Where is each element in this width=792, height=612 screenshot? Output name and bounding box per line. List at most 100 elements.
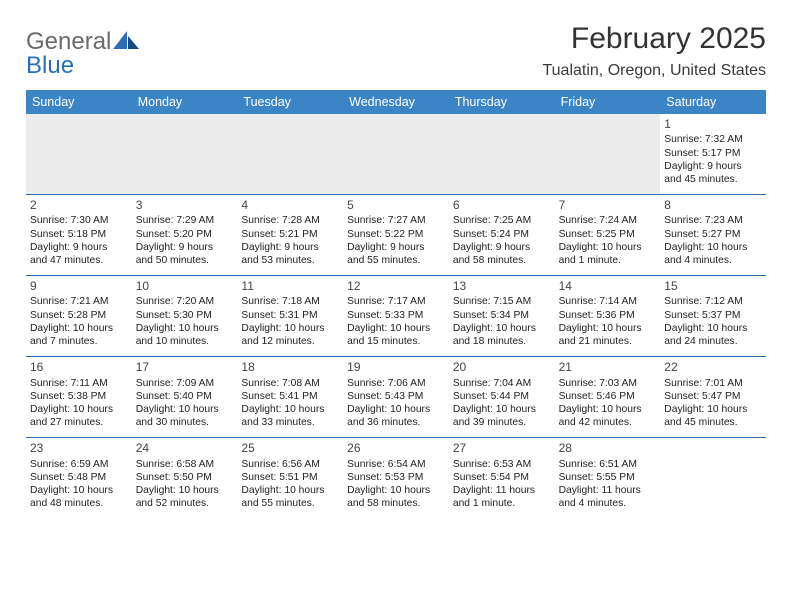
daylight-minutes-line: and 55 minutes. [241,497,339,510]
sunrise-line: Sunrise: 6:53 AM [453,458,551,471]
calendar-cell-empty [449,114,555,194]
daylight-minutes-line: and 4 minutes. [559,497,657,510]
daylight-minutes-line: and 10 minutes. [136,335,234,348]
daylight-line: Daylight: 10 hours [136,403,234,416]
daylight-line: Daylight: 10 hours [559,241,657,254]
day-number: 14 [559,279,657,294]
weekday-label: Sunday [26,90,132,114]
daylight-line: Daylight: 10 hours [136,484,234,497]
sunrise-line: Sunrise: 7:01 AM [664,377,762,390]
daylight-line: Daylight: 10 hours [241,403,339,416]
calendar-cell: 7Sunrise: 7:24 AMSunset: 5:25 PMDaylight… [555,195,661,275]
daylight-line: Daylight: 10 hours [30,403,128,416]
daylight-minutes-line: and 45 minutes. [664,173,762,186]
calendar-cell: 24Sunrise: 6:58 AMSunset: 5:50 PMDayligh… [132,438,238,518]
day-number: 8 [664,198,762,213]
calendar-cell: 18Sunrise: 7:08 AMSunset: 5:41 PMDayligh… [237,357,343,437]
weekday-header: Sunday Monday Tuesday Wednesday Thursday… [26,90,766,114]
day-number: 20 [453,360,551,375]
sunrise-line: Sunrise: 7:20 AM [136,295,234,308]
daylight-minutes-line: and 58 minutes. [453,254,551,267]
calendar-cell: 16Sunrise: 7:11 AMSunset: 5:38 PMDayligh… [26,357,132,437]
daylight-minutes-line: and 53 minutes. [241,254,339,267]
sunrise-line: Sunrise: 7:25 AM [453,214,551,227]
sunrise-line: Sunrise: 6:54 AM [347,458,445,471]
daylight-line: Daylight: 9 hours [30,241,128,254]
daylight-minutes-line: and 48 minutes. [30,497,128,510]
calendar-cell: 25Sunrise: 6:56 AMSunset: 5:51 PMDayligh… [237,438,343,518]
sunrise-line: Sunrise: 7:12 AM [664,295,762,308]
daylight-minutes-line: and 12 minutes. [241,335,339,348]
sunset-line: Sunset: 5:30 PM [136,309,234,322]
weekday-label: Friday [555,90,661,114]
calendar-cell: 12Sunrise: 7:17 AMSunset: 5:33 PMDayligh… [343,276,449,356]
daylight-line: Daylight: 10 hours [30,322,128,335]
daylight-minutes-line: and 24 minutes. [664,335,762,348]
calendar-cell: 26Sunrise: 6:54 AMSunset: 5:53 PMDayligh… [343,438,449,518]
daylight-line: Daylight: 9 hours [453,241,551,254]
day-number: 11 [241,279,339,294]
day-number: 21 [559,360,657,375]
daylight-minutes-line: and 58 minutes. [347,497,445,510]
daylight-minutes-line: and 18 minutes. [453,335,551,348]
daylight-line: Daylight: 10 hours [347,484,445,497]
calendar-cell: 17Sunrise: 7:09 AMSunset: 5:40 PMDayligh… [132,357,238,437]
daylight-minutes-line: and 21 minutes. [559,335,657,348]
sunset-line: Sunset: 5:50 PM [136,471,234,484]
daylight-minutes-line: and 45 minutes. [664,416,762,429]
sail-icon [113,31,139,49]
sunrise-line: Sunrise: 6:51 AM [559,458,657,471]
daylight-minutes-line: and 1 minute. [453,497,551,510]
sunrise-line: Sunrise: 6:59 AM [30,458,128,471]
sunset-line: Sunset: 5:38 PM [30,390,128,403]
calendar-cell: 23Sunrise: 6:59 AMSunset: 5:48 PMDayligh… [26,438,132,518]
calendar-cell: 14Sunrise: 7:14 AMSunset: 5:36 PMDayligh… [555,276,661,356]
sunrise-line: Sunrise: 6:56 AM [241,458,339,471]
calendar-cell: 2Sunrise: 7:30 AMSunset: 5:18 PMDaylight… [26,195,132,275]
sunset-line: Sunset: 5:37 PM [664,309,762,322]
day-number: 22 [664,360,762,375]
calendar-cell-empty [343,114,449,194]
daylight-line: Daylight: 10 hours [241,484,339,497]
day-number: 25 [241,441,339,456]
daylight-minutes-line: and 7 minutes. [30,335,128,348]
sunset-line: Sunset: 5:48 PM [30,471,128,484]
daylight-minutes-line: and 1 minute. [559,254,657,267]
day-number: 28 [559,441,657,456]
sunrise-line: Sunrise: 7:24 AM [559,214,657,227]
calendar-cell-empty [660,438,766,518]
calendar-cell-empty [132,114,238,194]
daylight-minutes-line: and 50 minutes. [136,254,234,267]
daylight-line: Daylight: 9 hours [664,160,762,173]
brand-name: General Blue [26,30,139,78]
sunrise-line: Sunrise: 7:15 AM [453,295,551,308]
calendar-week: 23Sunrise: 6:59 AMSunset: 5:48 PMDayligh… [26,438,766,518]
sunset-line: Sunset: 5:20 PM [136,228,234,241]
sunset-line: Sunset: 5:24 PM [453,228,551,241]
location-text: Tualatin, Oregon, United States [542,62,766,80]
brand-name-a: General [26,28,111,55]
day-number: 5 [347,198,445,213]
day-number: 6 [453,198,551,213]
calendar-cell: 1Sunrise: 7:32 AMSunset: 5:17 PMDaylight… [660,114,766,194]
page-title: February 2025 [542,22,766,56]
day-number: 2 [30,198,128,213]
calendar-cell: 11Sunrise: 7:18 AMSunset: 5:31 PMDayligh… [237,276,343,356]
weekday-label: Saturday [660,90,766,114]
day-number: 13 [453,279,551,294]
daylight-line: Daylight: 10 hours [664,241,762,254]
sunset-line: Sunset: 5:46 PM [559,390,657,403]
weekday-label: Tuesday [237,90,343,114]
sunset-line: Sunset: 5:25 PM [559,228,657,241]
day-number: 26 [347,441,445,456]
sunrise-line: Sunrise: 7:23 AM [664,214,762,227]
day-number: 15 [664,279,762,294]
sunset-line: Sunset: 5:21 PM [241,228,339,241]
daylight-minutes-line: and 27 minutes. [30,416,128,429]
calendar-cell: 3Sunrise: 7:29 AMSunset: 5:20 PMDaylight… [132,195,238,275]
sunrise-line: Sunrise: 7:11 AM [30,377,128,390]
calendar: Sunday Monday Tuesday Wednesday Thursday… [26,90,766,518]
daylight-line: Daylight: 9 hours [347,241,445,254]
sunset-line: Sunset: 5:33 PM [347,309,445,322]
day-number: 12 [347,279,445,294]
